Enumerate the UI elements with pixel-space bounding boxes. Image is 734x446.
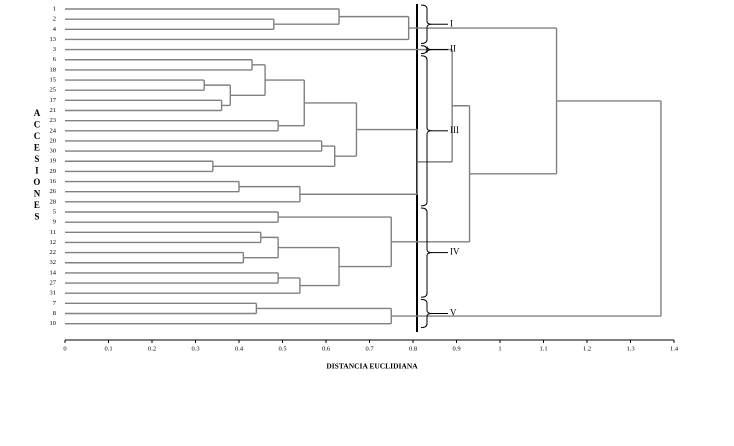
merge	[278, 246, 340, 287]
leaf-label: 26	[50, 188, 57, 195]
merge	[65, 119, 279, 132]
x-axis-label: DISTANCIA EUCLIDIANA	[326, 362, 418, 371]
leaf-label: 3	[53, 46, 56, 53]
leaf-label: 10	[50, 320, 57, 327]
x-tick-label: 1.1	[539, 345, 547, 352]
x-tick-label: 0.4	[235, 345, 244, 352]
group-brace	[420, 55, 433, 207]
merge	[65, 277, 301, 294]
leaf-label: 4	[53, 26, 57, 33]
leaf-label: 5	[53, 208, 56, 215]
y-axis-label: ACCESIONES	[32, 108, 42, 223]
merge	[65, 15, 410, 41]
leaf-label: 15	[50, 77, 57, 84]
group-label: II	[450, 44, 456, 54]
x-tick-label: 1.3	[626, 345, 634, 352]
leaf-label: 27	[50, 280, 57, 287]
merge	[65, 307, 392, 325]
leaf-label: 18	[50, 66, 57, 73]
merge	[265, 79, 305, 127]
leaf-label: 11	[50, 229, 56, 236]
merge	[204, 84, 231, 107]
leaf-label: 16	[50, 178, 57, 185]
group-label: III	[450, 125, 459, 135]
leaf-label: 23	[50, 117, 57, 124]
leaf-label: 13	[50, 36, 57, 43]
merge	[65, 185, 301, 203]
merge	[65, 251, 245, 264]
x-tick-label: 0.3	[191, 345, 199, 352]
merge	[65, 302, 258, 315]
leaf-label: 20	[50, 137, 57, 144]
merge	[65, 79, 205, 91]
merge	[65, 160, 214, 173]
merge	[65, 211, 279, 223]
leaf-label: 14	[50, 269, 57, 276]
merge	[212, 145, 336, 168]
group-label: IV	[450, 247, 460, 257]
merge	[65, 231, 262, 244]
leaf-label: 1	[53, 5, 56, 12]
merge	[65, 48, 453, 163]
x-tick-label: 1.4	[670, 345, 679, 352]
group-label: I	[450, 18, 453, 28]
x-tick-label: 0.6	[322, 345, 331, 352]
leaf-label: 2	[53, 16, 56, 23]
leaf-label: 25	[50, 87, 57, 94]
merge	[65, 18, 275, 30]
x-tick-label: 0	[63, 345, 66, 352]
leaf-label: 29	[50, 168, 57, 175]
merge	[304, 102, 358, 157]
merge	[278, 216, 392, 268]
leaf-label: 8	[53, 310, 56, 317]
chart: DISTANCIA EUCLIDIANA ACCESIONES 0 0.1 0.2 0…	[32, 4, 679, 371]
leaf-label: 17	[50, 97, 57, 104]
leaf-label: 21	[50, 107, 57, 114]
x-tick-label: 0.9	[452, 345, 460, 352]
x-tick-label: 0.2	[148, 345, 156, 352]
group-brace	[420, 207, 433, 298]
merge	[65, 272, 279, 284]
merge	[299, 128, 419, 195]
leaf-label: 32	[50, 259, 57, 266]
x-tick-label: 1	[498, 345, 501, 352]
group-brace	[420, 298, 433, 329]
group-label: V	[450, 308, 457, 318]
leaf-label: 28	[50, 198, 57, 205]
leaf-label: 7	[53, 300, 57, 307]
leaf-label: 30	[50, 148, 57, 155]
x-tick-label: 0.7	[365, 345, 374, 352]
x-tick-label: 0.1	[104, 345, 112, 352]
merge	[65, 8, 340, 25]
merge	[65, 180, 240, 193]
leaf-label: 19	[50, 158, 57, 165]
leaf-label: 12	[50, 239, 57, 246]
leaf-label: 6	[53, 56, 57, 63]
merge	[65, 59, 253, 71]
merge	[391, 100, 662, 317]
leaf-label: 31	[50, 290, 57, 297]
merge	[65, 99, 223, 112]
leaf-label: 22	[50, 249, 57, 256]
x-tick-label: 0.8	[409, 345, 417, 352]
leaf-label: 9	[53, 219, 56, 226]
leaf-label: 24	[50, 127, 57, 134]
x-tick-label: 1.2	[583, 345, 591, 352]
x-tick-label: 0.5	[278, 345, 286, 352]
merge	[65, 140, 323, 152]
group-brace	[420, 4, 433, 44]
